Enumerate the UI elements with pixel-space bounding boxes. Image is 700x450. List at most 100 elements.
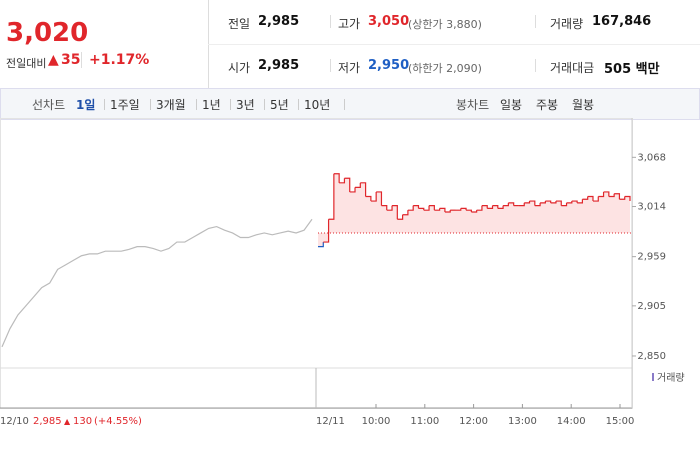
x-tick-label: 14:00 bbox=[557, 416, 586, 427]
prev-arrow: ▲ bbox=[64, 417, 71, 426]
today-line-segment bbox=[492, 205, 499, 209]
today-line-segment bbox=[407, 205, 414, 211]
today-line-segment bbox=[598, 191, 605, 198]
today-line-segment bbox=[318, 242, 324, 248]
today-line-segment bbox=[365, 195, 372, 202]
divider bbox=[535, 15, 536, 28]
today-line-segment bbox=[413, 205, 420, 209]
stat-value: 2,985 bbox=[258, 58, 300, 73]
tab[interactable]: 5년 bbox=[270, 98, 289, 112]
prev-change: 130 bbox=[73, 416, 92, 427]
today-line-segment bbox=[592, 196, 599, 202]
today-line-segment bbox=[518, 202, 525, 207]
divider bbox=[264, 99, 265, 110]
today-line-segment bbox=[349, 187, 356, 193]
today-line-segment bbox=[386, 205, 393, 211]
prev-close: 2,985 bbox=[33, 416, 62, 427]
today-line-segment bbox=[339, 178, 346, 184]
divider bbox=[330, 59, 331, 72]
today-line-segment bbox=[381, 205, 388, 211]
today-line-segment bbox=[566, 201, 573, 204]
today-line-segment bbox=[561, 202, 568, 207]
x-tick-label: 13:00 bbox=[508, 416, 537, 427]
stat-note: (상한가 3,880) bbox=[408, 18, 482, 31]
today-line-segment bbox=[460, 207, 467, 211]
change-label: 전일대비 bbox=[6, 57, 47, 70]
today-line-segment bbox=[476, 205, 483, 211]
today-line-segment bbox=[439, 207, 446, 212]
today-line-segment bbox=[397, 214, 404, 220]
today-line-segment bbox=[370, 191, 377, 202]
today-line-segment bbox=[577, 199, 584, 204]
divider bbox=[196, 99, 197, 110]
stat-value: 2,950 bbox=[368, 58, 410, 73]
today-line-segment bbox=[376, 191, 383, 206]
volume-legend: 거래량 bbox=[657, 372, 685, 384]
tab[interactable]: 월봉 bbox=[572, 98, 595, 112]
tab[interactable]: 1주일 bbox=[110, 98, 140, 112]
today-line-segment bbox=[344, 177, 351, 192]
y-tick-label: 2,850 bbox=[637, 351, 666, 362]
divider bbox=[208, 44, 700, 45]
y-tick-label: 2,959 bbox=[637, 252, 666, 263]
today-line-segment bbox=[497, 205, 504, 209]
stat-label: 고가 bbox=[338, 17, 361, 31]
tab[interactable]: 10년 bbox=[304, 98, 331, 112]
tab[interactable]: 3년 bbox=[236, 98, 255, 112]
divider bbox=[535, 59, 536, 72]
today-line-segment bbox=[328, 173, 335, 220]
stat-label: 거래량 bbox=[550, 17, 584, 31]
divider bbox=[104, 99, 105, 110]
today-line-segment bbox=[455, 208, 462, 211]
tab[interactable]: 3개월 bbox=[156, 98, 186, 112]
today-line-segment bbox=[555, 200, 562, 206]
x-tick-label: 11:00 bbox=[410, 416, 439, 427]
today-line-segment bbox=[418, 207, 425, 211]
tab[interactable]: 1년 bbox=[202, 98, 221, 112]
stat-value: 167,846 bbox=[592, 14, 652, 29]
prev-day-line bbox=[1, 218, 313, 348]
today-line-segment bbox=[534, 202, 541, 207]
tab[interactable]: 1일 bbox=[76, 98, 96, 112]
today-line-segment bbox=[355, 182, 361, 188]
tab[interactable]: 일봉 bbox=[500, 98, 523, 112]
today-area bbox=[318, 173, 630, 247]
today-line-segment bbox=[608, 193, 615, 198]
today-line-segment bbox=[487, 205, 494, 209]
x-tick-label: 12:00 bbox=[459, 416, 488, 427]
x-tick-label: 10:00 bbox=[362, 416, 391, 427]
today-line-segment bbox=[508, 202, 515, 206]
divider bbox=[344, 99, 345, 110]
today-line-segment bbox=[582, 196, 589, 200]
tab[interactable]: 주봉 bbox=[536, 98, 559, 112]
plot-frame bbox=[0, 118, 633, 409]
today-line-segment bbox=[402, 210, 409, 216]
today-line-segment bbox=[540, 201, 546, 204]
today-line-segment bbox=[434, 208, 441, 211]
y-tick-label: 3,068 bbox=[637, 152, 666, 163]
today-line-segment bbox=[614, 193, 621, 200]
prev-date: 12/10 bbox=[0, 416, 29, 427]
tab-label: 선차트 bbox=[32, 98, 66, 112]
today-line-segment bbox=[587, 195, 594, 202]
today-line-segment bbox=[619, 196, 626, 200]
today-line-segment bbox=[360, 182, 367, 197]
stat-value: 3,050 bbox=[368, 14, 410, 29]
stat-label: 거래대금 bbox=[550, 61, 595, 75]
today-line-segment bbox=[529, 200, 536, 206]
today-line-segment bbox=[333, 173, 340, 183]
x-tick-label: 15:00 bbox=[606, 416, 635, 427]
today-line-segment bbox=[545, 200, 552, 203]
stat-value: 2,985 bbox=[258, 14, 300, 29]
divider bbox=[230, 99, 231, 110]
stat-label: 시가 bbox=[228, 61, 251, 75]
divider bbox=[298, 99, 299, 110]
change: 35 bbox=[61, 52, 81, 68]
divider bbox=[81, 52, 82, 68]
divider bbox=[150, 99, 151, 110]
today-line-segment bbox=[503, 202, 509, 207]
stat-value: 505 백만 bbox=[604, 62, 660, 77]
today-line-segment bbox=[603, 191, 610, 197]
today-date: 12/11 bbox=[316, 416, 345, 427]
